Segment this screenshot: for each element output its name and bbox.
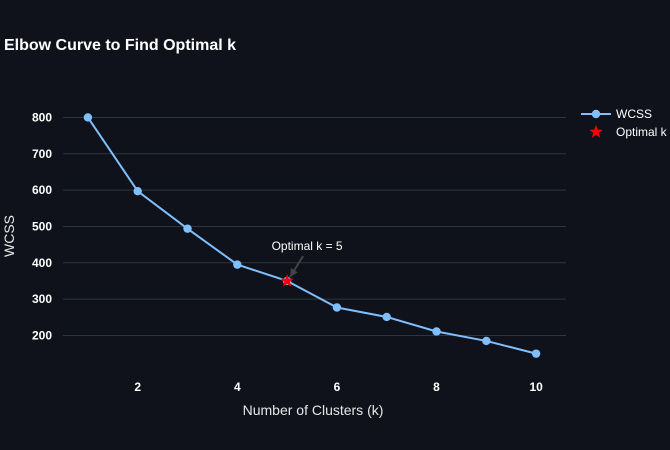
- y-axis-title: WCSS: [1, 215, 17, 257]
- annotation-text: Optimal k = 5: [272, 239, 343, 253]
- series-line-wcss: [87, 116, 537, 355]
- x-tick-label: 8: [433, 380, 440, 394]
- x-tick-label: 2: [134, 380, 141, 394]
- y-tick-label: 300: [32, 292, 52, 306]
- y-tick-label: 200: [32, 328, 52, 342]
- legend-label-wcss[interactable]: WCSS: [616, 107, 652, 121]
- data-point[interactable]: [332, 303, 342, 312]
- y-tick-label: 800: [32, 110, 52, 124]
- x-tick-label: 6: [334, 380, 341, 394]
- data-point[interactable]: [531, 349, 541, 358]
- grid: [63, 116, 566, 336]
- x-axis-title: Number of Clusters (k): [243, 402, 384, 418]
- legend-optimal-marker: [589, 125, 603, 138]
- annotation-arrowhead: [290, 268, 298, 277]
- data-point[interactable]: [382, 312, 391, 322]
- data-point[interactable]: [83, 113, 93, 122]
- y-tick-label: 500: [32, 219, 52, 233]
- series: [83, 113, 541, 358]
- optimal-k-marker[interactable]: [280, 273, 294, 287]
- data-point[interactable]: [133, 187, 142, 196]
- legend[interactable]: WCSS Optimal k: [581, 107, 668, 139]
- x-tick-label: 10: [529, 380, 543, 394]
- y-tick-label: 600: [32, 183, 52, 197]
- data-point[interactable]: [233, 260, 242, 269]
- legend-wcss-marker: [591, 109, 601, 119]
- chart-title: Elbow Curve to Find Optimal k: [4, 37, 236, 54]
- x-axis-ticks: 2 4 6 8 10: [134, 380, 543, 394]
- x-tick-label: 4: [234, 380, 241, 394]
- y-tick-label: 700: [32, 147, 52, 161]
- legend-label-optimal[interactable]: Optimal k: [616, 125, 668, 139]
- data-point[interactable]: [183, 224, 192, 233]
- data-point[interactable]: [432, 327, 441, 336]
- data-point[interactable]: [482, 336, 491, 346]
- y-axis-ticks: 200 300 400 500 600 700 800: [32, 110, 52, 342]
- y-tick-label: 400: [32, 256, 52, 270]
- annotations: Optimal k = 5: [272, 239, 343, 278]
